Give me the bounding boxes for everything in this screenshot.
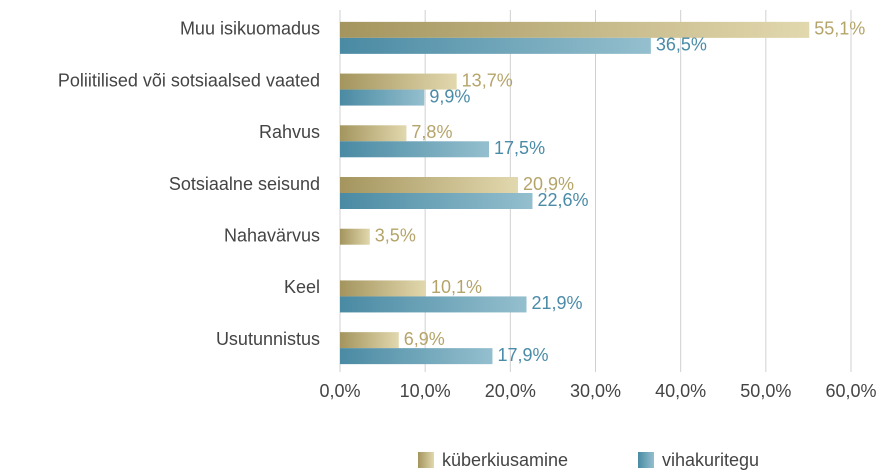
bar xyxy=(340,228,370,245)
y-tick-label: Rahvus xyxy=(259,122,320,142)
value-label: 17,9% xyxy=(497,345,548,365)
value-label: 17,5% xyxy=(494,138,545,158)
bar xyxy=(340,296,527,313)
x-tick-label: 60,0% xyxy=(825,381,876,401)
y-tick-label: Usutunnistus xyxy=(216,329,320,349)
x-tick-label: 0,0% xyxy=(319,381,360,401)
value-label: 6,9% xyxy=(404,329,445,349)
value-label: 55,1% xyxy=(814,19,865,39)
x-tick-label: 50,0% xyxy=(740,381,791,401)
bar xyxy=(340,177,518,193)
x-tick-label: 10,0% xyxy=(400,381,451,401)
y-tick-label: Muu isikuomadus xyxy=(180,19,320,39)
y-tick-label: Poliitilised või sotsiaalsed vaated xyxy=(58,70,320,90)
y-tick-label: Sotsiaalne seisund xyxy=(169,174,320,194)
value-label: 10,1% xyxy=(431,277,482,297)
bar xyxy=(340,280,427,297)
bar xyxy=(340,37,651,54)
legend-label: küberkiusamine xyxy=(442,450,568,470)
x-tick-label: 20,0% xyxy=(485,381,536,401)
value-label: 36,5% xyxy=(656,35,707,55)
bar xyxy=(340,73,457,90)
legend-swatch xyxy=(638,452,654,468)
value-label: 20,9% xyxy=(523,174,574,194)
bar xyxy=(340,21,810,38)
value-label: 22,6% xyxy=(537,190,588,210)
legend-label: vihakuritegu xyxy=(662,450,759,470)
value-label: 7,8% xyxy=(411,122,452,142)
value-label: 13,7% xyxy=(462,70,513,90)
bar xyxy=(340,125,407,142)
y-tick-label: Keel xyxy=(284,277,320,297)
y-tick-label: Nahavärvus xyxy=(224,225,320,245)
x-tick-label: 40,0% xyxy=(655,381,706,401)
bar xyxy=(340,89,425,106)
x-tick-label: 30,0% xyxy=(570,381,621,401)
value-label: 9,9% xyxy=(429,86,470,106)
legend-swatch xyxy=(418,452,434,468)
value-label: 21,9% xyxy=(532,293,583,313)
bar xyxy=(340,193,533,209)
bar xyxy=(340,141,490,158)
value-label: 3,5% xyxy=(375,225,416,245)
bar xyxy=(340,332,399,349)
bar xyxy=(340,348,493,365)
